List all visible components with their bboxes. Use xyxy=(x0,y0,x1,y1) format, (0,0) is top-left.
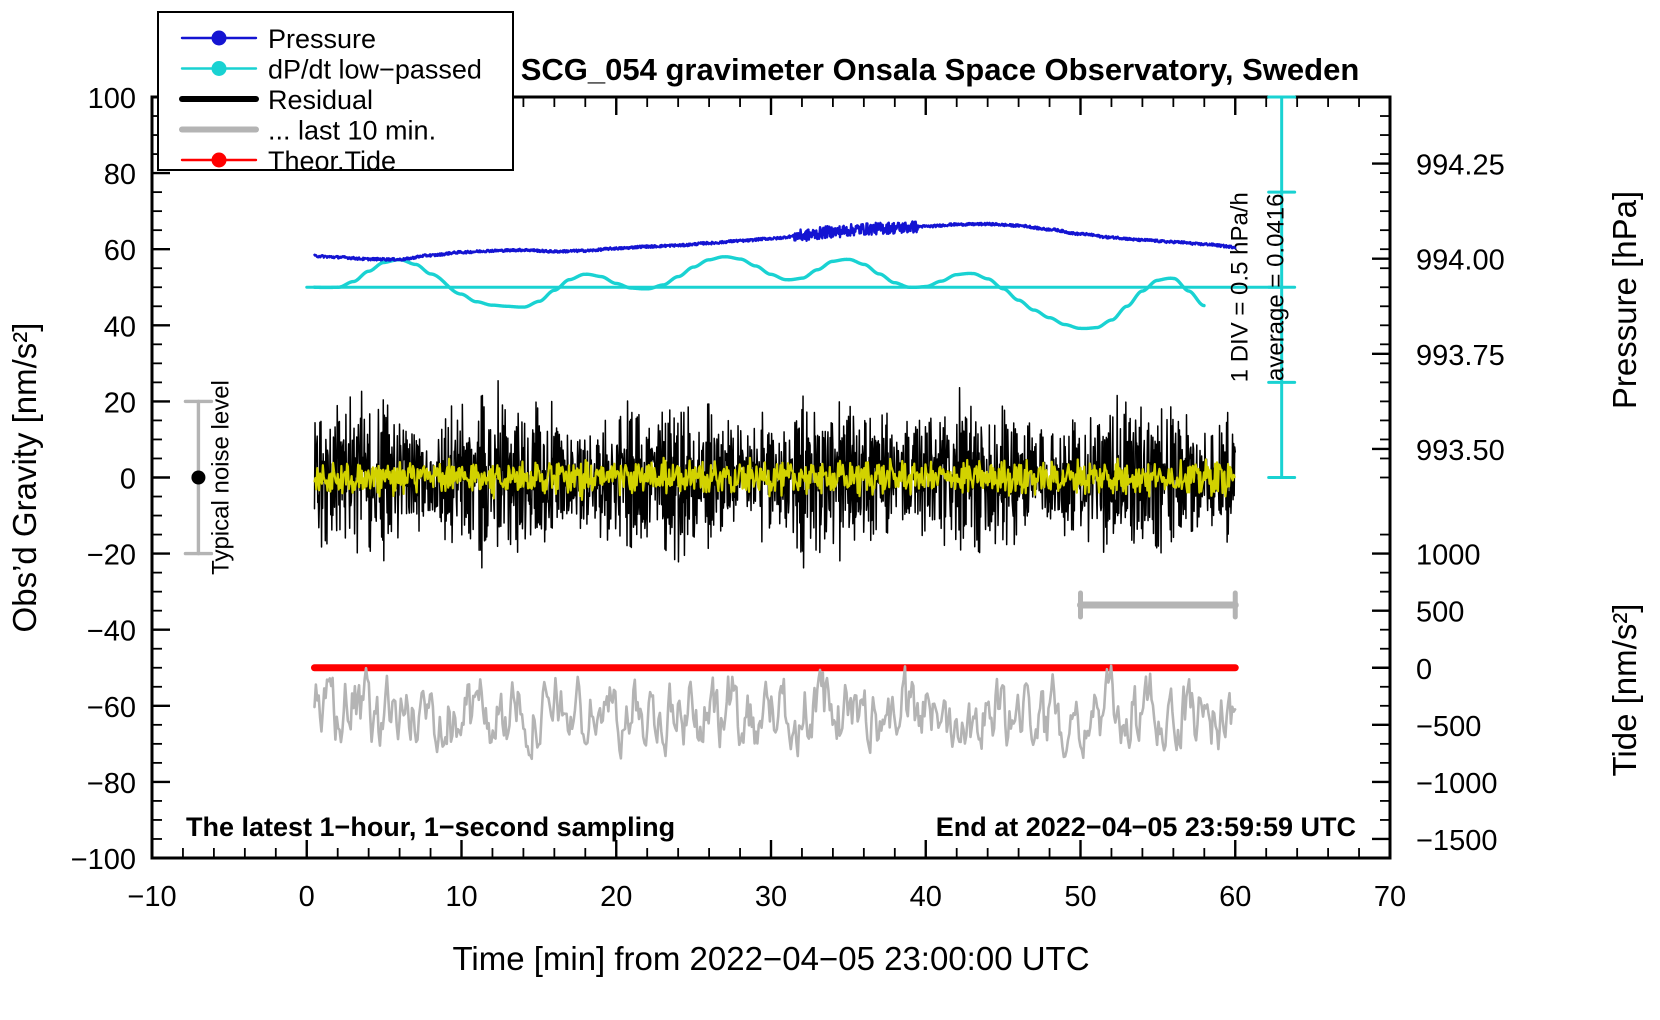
legend-label-1: dP/dt low−passed xyxy=(268,55,482,85)
chart-title: SCG_054 gravimeter Onsala Space Observat… xyxy=(521,52,1360,87)
y-left-tick-label: 60 xyxy=(104,235,136,267)
footer-left-label: The latest 1−hour, 1−second sampling xyxy=(186,812,675,842)
y-left-tick-label: 100 xyxy=(88,83,136,115)
y-left-tick-label: 40 xyxy=(104,311,136,343)
legend-label-0: Pressure xyxy=(268,24,376,54)
y-left-tick-label: 0 xyxy=(120,464,136,496)
noise-level-label: Typical noise level xyxy=(207,380,234,575)
dpdt-average-label: average = 0.0416 xyxy=(1263,194,1290,382)
y-left-tick-label: −20 xyxy=(87,540,136,572)
y-right-tide-label: −1000 xyxy=(1416,768,1497,800)
y-left-tick-label: −60 xyxy=(87,692,136,724)
y-right-tide-label: 500 xyxy=(1416,597,1464,629)
y-left-tick-label: −40 xyxy=(87,616,136,648)
y-right-pressure-label: 993.75 xyxy=(1416,340,1505,372)
legend-label-3: ... last 10 min. xyxy=(268,116,436,146)
legend-label-2: Residual xyxy=(268,85,373,115)
legend-marker-4 xyxy=(211,152,227,168)
series-tide-overlay xyxy=(313,456,1236,501)
x-tick-label: 20 xyxy=(600,881,632,913)
y-left-tick-label: 20 xyxy=(104,387,136,419)
y-right-pressure-title: Pressure [hPa] xyxy=(1606,191,1643,409)
series-last-10-min xyxy=(313,664,1237,761)
y-right-pressure-label: 993.50 xyxy=(1416,435,1505,467)
series-pressure xyxy=(313,220,1237,262)
y-right-tide-label: 1000 xyxy=(1416,540,1481,572)
y-left-tick-label: −100 xyxy=(71,844,136,876)
y-right-pressure-label: 994.25 xyxy=(1416,150,1505,182)
legend-marker-0 xyxy=(211,30,227,46)
x-tick-label: 0 xyxy=(299,881,315,913)
noise-bar-center-dot xyxy=(191,470,206,485)
y-left-tick-label: −80 xyxy=(87,768,136,800)
y-right-tide-label: −500 xyxy=(1416,711,1481,743)
y-left-tick-label: 80 xyxy=(104,159,136,191)
y-right-pressure-label: 994.00 xyxy=(1416,245,1505,277)
y-right-tide-label: −1500 xyxy=(1416,825,1497,857)
x-tick-label: 40 xyxy=(910,881,942,913)
legend-marker-1 xyxy=(211,61,227,76)
y-right-tide-title: Tide [nm/s²] xyxy=(1606,604,1643,777)
series-dpdt-lowpassed xyxy=(312,255,1206,331)
x-tick-label: 70 xyxy=(1374,881,1406,913)
x-axis-title: Time [min] from 2022−04−05 23:00:00 UTC xyxy=(452,940,1089,977)
x-tick-label: −10 xyxy=(127,881,176,913)
x-tick-label: 30 xyxy=(755,881,787,913)
dpdt-scale-label: 1 DIV = 0.5 hPa/h xyxy=(1227,192,1254,382)
x-tick-label: 50 xyxy=(1064,881,1096,913)
y-left-axis-title: Obs’d Gravity [nm/s²] xyxy=(6,323,43,633)
y-right-tide-label: 0 xyxy=(1416,654,1432,686)
x-tick-label: 10 xyxy=(445,881,477,913)
x-tick-label: 60 xyxy=(1219,881,1251,913)
series-residual xyxy=(313,380,1236,569)
footer-right-label: End at 2022−04−05 23:59:59 UTC xyxy=(936,812,1356,842)
legend-label-4: Theor.Tide xyxy=(268,146,396,176)
